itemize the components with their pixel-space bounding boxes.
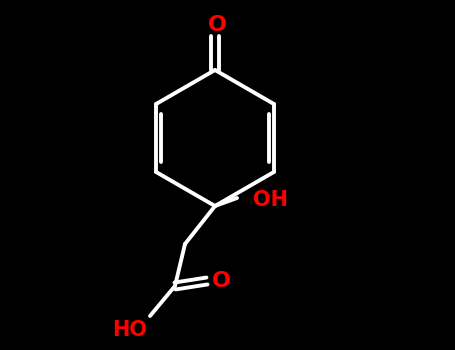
Text: O: O <box>207 15 227 35</box>
Text: HO: HO <box>112 320 147 340</box>
Text: O: O <box>212 271 231 291</box>
Text: OH: OH <box>253 190 288 210</box>
